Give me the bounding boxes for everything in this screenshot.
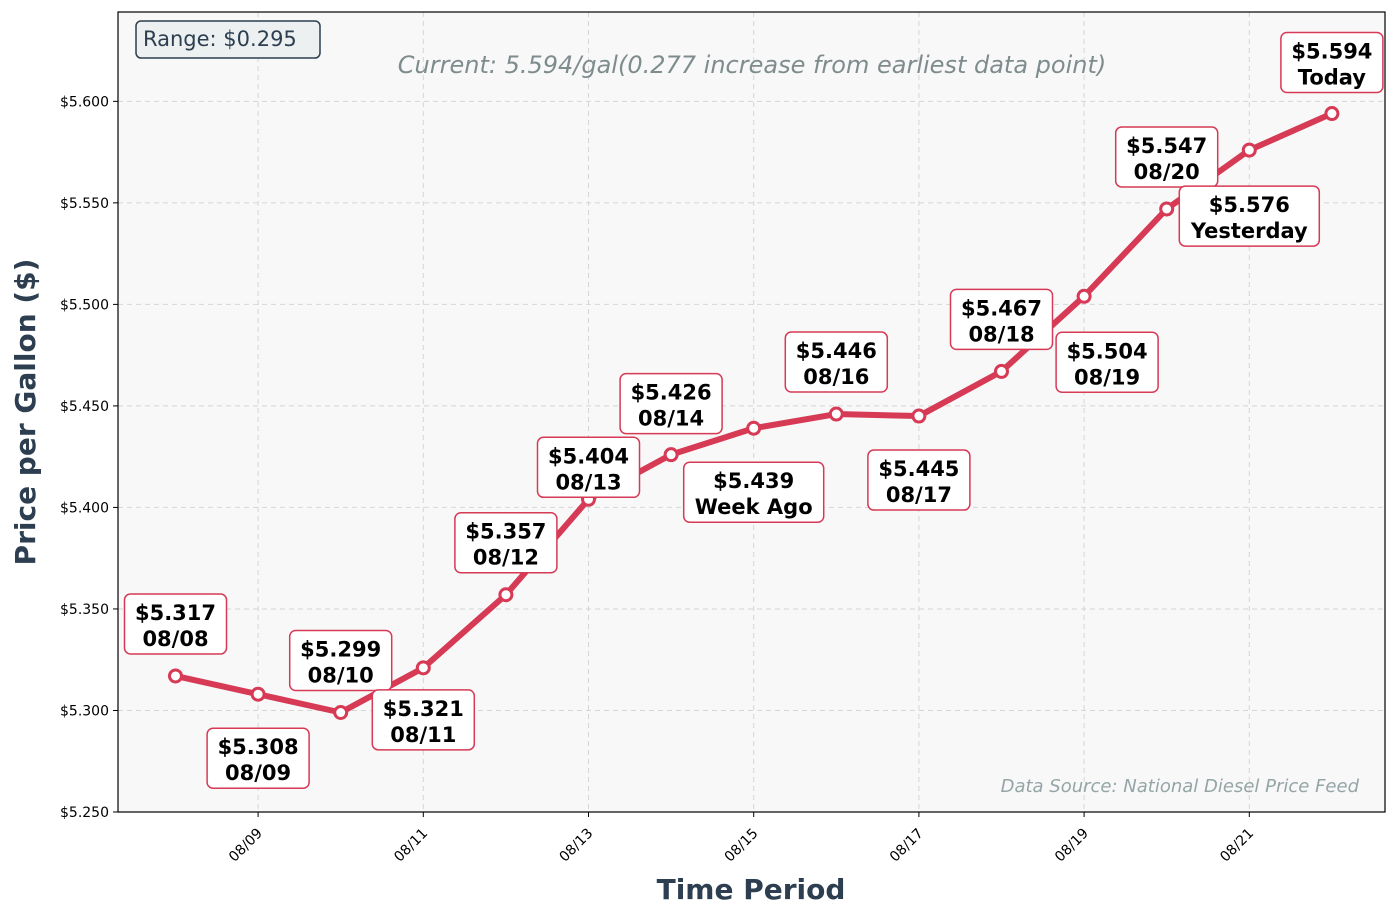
annotation-price: $5.321 <box>383 697 464 721</box>
y-tick-label: $5.300 <box>60 703 109 719</box>
annotation-label: 08/12 <box>473 546 539 570</box>
data-point <box>415 660 431 676</box>
data-point <box>498 587 514 603</box>
annotation-price: $5.357 <box>465 520 546 544</box>
source-note: Data Source: National Diesel Price Feed <box>1001 776 1360 797</box>
annotation-price: $5.317 <box>135 601 216 625</box>
annotation-label: Yesterday <box>1190 219 1308 243</box>
data-point <box>1324 106 1340 122</box>
plot-frame <box>117 11 1386 813</box>
chart-subtitle: Current: 5.594/gal(0.277 increase from e… <box>398 51 1106 79</box>
annotation-frame <box>619 372 723 435</box>
y-tick-label: $5.550 <box>60 196 109 212</box>
annotation-frame <box>454 511 558 574</box>
annotation-price: $5.446 <box>796 339 877 363</box>
data-point <box>828 406 844 422</box>
data-point <box>746 420 762 436</box>
y-tick-label: $5.500 <box>60 297 109 313</box>
data-point <box>333 705 349 721</box>
data-point <box>994 363 1009 379</box>
annotation-label: 08/14 <box>638 407 704 431</box>
annotation-label: Today <box>1298 66 1367 90</box>
annotation-label: 08/11 <box>390 723 456 747</box>
annotation-price: $5.504 <box>1067 339 1148 363</box>
x-tick-label: 08/17 <box>887 826 927 866</box>
y-tick-label: $5.350 <box>60 602 109 618</box>
annotation-frame <box>1114 126 1219 188</box>
data-point <box>250 686 266 702</box>
x-tick-label: 08/19 <box>1052 826 1092 866</box>
y-tick-label: $5.600 <box>60 94 109 110</box>
annotation-price: $5.576 <box>1209 193 1290 217</box>
annotation-price: $5.547 <box>1126 134 1207 158</box>
annotation-price: $5.594 <box>1291 40 1372 64</box>
data-point <box>1076 288 1092 304</box>
data-annotations: $5.31708/08$5.30808/09$5.29908/10$5.3210… <box>123 31 1384 789</box>
annotation-frame <box>784 331 889 393</box>
annotation-frame <box>867 449 971 511</box>
annotation-price: $5.308 <box>218 735 299 759</box>
data-point <box>168 668 183 684</box>
annotation-label: 08/18 <box>968 322 1034 346</box>
annotation-frame <box>682 461 825 523</box>
annotation-frame <box>288 629 393 692</box>
annotation-label: 08/09 <box>225 761 291 785</box>
x-tick-label: 08/13 <box>556 826 596 866</box>
y-axis-title: Price per Gallon ($) <box>9 259 42 566</box>
annotation-frame <box>949 288 1054 351</box>
annotation-price: $5.426 <box>631 381 712 405</box>
annotation-price: $5.404 <box>548 444 629 468</box>
range-box: Range: $0.295 <box>135 20 321 59</box>
annotation-frame <box>1280 31 1384 94</box>
annotation-frame <box>371 689 476 751</box>
annotation-label: 08/08 <box>142 627 208 651</box>
data-point <box>1241 142 1257 158</box>
annotation-price: $5.445 <box>878 457 959 481</box>
x-tick-label: 08/11 <box>391 826 431 866</box>
y-tick-label: $5.400 <box>60 500 109 516</box>
x-tick-label: 08/15 <box>722 826 762 866</box>
annotation-label: 08/10 <box>308 664 374 688</box>
annotation-frame <box>206 727 310 789</box>
annotation-frame <box>536 436 641 499</box>
annotation-frame <box>1055 331 1159 394</box>
annotation-price: $5.467 <box>961 296 1042 320</box>
x-axis-title: Time Period <box>657 873 846 906</box>
y-tick-label: $5.450 <box>60 399 109 415</box>
annotation-label: 08/19 <box>1074 365 1140 389</box>
annotation-price: $5.299 <box>300 638 381 662</box>
data-point <box>911 408 927 424</box>
x-tick-label: 08/21 <box>1217 826 1257 866</box>
annotation-price: $5.439 <box>713 469 794 493</box>
data-point <box>663 447 679 463</box>
y-tick-label: $5.250 <box>60 805 109 821</box>
annotation-label: 08/20 <box>1134 160 1200 184</box>
annotation-frame <box>123 593 228 655</box>
annotation-label: 08/17 <box>886 483 952 507</box>
annotation-label: 08/13 <box>555 470 621 494</box>
range-text: Range: $0.295 <box>143 27 297 51</box>
annotation-label: Week Ago <box>695 495 813 519</box>
x-tick-label: 08/09 <box>226 826 266 866</box>
annotation-frame <box>1178 185 1321 247</box>
annotation-label: 08/16 <box>803 365 869 389</box>
data-point <box>1159 201 1175 217</box>
